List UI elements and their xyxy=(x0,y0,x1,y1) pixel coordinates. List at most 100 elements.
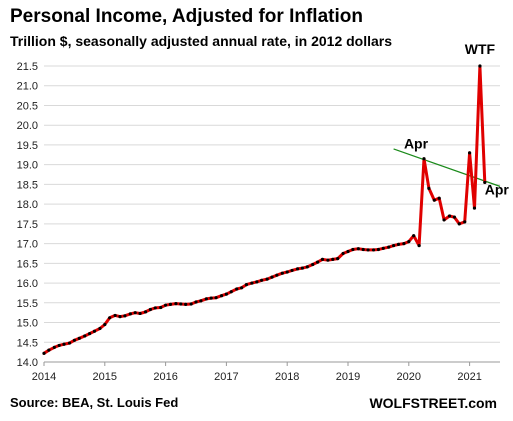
data-point xyxy=(427,186,431,190)
data-point xyxy=(255,280,259,284)
trend-line-group xyxy=(393,148,501,187)
y-tick-label: 15.5 xyxy=(17,298,38,310)
data-point xyxy=(371,248,376,252)
data-point xyxy=(402,242,406,246)
data-point xyxy=(331,257,335,261)
data-point xyxy=(457,222,461,226)
y-tick-label: 17.0 xyxy=(17,239,38,251)
annotation-label: Apr xyxy=(485,181,510,197)
x-tick-label: 2015 xyxy=(93,371,117,383)
data-point xyxy=(62,342,66,346)
data-point xyxy=(113,313,117,318)
y-axis-ticks: 14.0 14.5 15.0 15.5 16.0 16.5 17.0 17.5 18.0 18.5… xyxy=(17,61,38,369)
annotations-group: Apr WTF Apr xyxy=(404,41,509,197)
chart-subtitle: Trillion $, seasonally adjusted annual r… xyxy=(10,33,393,49)
y-tick-label: 20.5 xyxy=(17,100,38,112)
x-tick-label: 2021 xyxy=(457,371,481,383)
y-tick-label: 17.5 xyxy=(17,219,38,231)
data-point xyxy=(244,283,249,287)
data-point xyxy=(320,257,325,261)
data-point xyxy=(219,294,224,298)
data-point xyxy=(295,267,300,271)
data-point xyxy=(133,311,137,315)
data-point xyxy=(57,343,61,348)
data-point xyxy=(214,296,218,300)
data-point xyxy=(118,315,122,319)
series-group xyxy=(42,64,487,355)
data-point xyxy=(123,314,127,318)
data-point xyxy=(346,249,350,254)
data-point xyxy=(52,345,56,349)
data-point xyxy=(356,247,360,251)
data-point xyxy=(351,247,355,252)
data-point xyxy=(204,297,208,301)
data-point xyxy=(280,271,284,275)
data-point xyxy=(387,245,391,249)
data-point xyxy=(164,303,168,307)
y-tick-label: 19.5 xyxy=(17,140,38,152)
data-point xyxy=(265,277,269,281)
data-point xyxy=(300,266,304,270)
data-point xyxy=(275,273,279,277)
x-tick-label: 2014 xyxy=(32,371,56,383)
grid-lines xyxy=(44,65,500,363)
data-point xyxy=(472,206,477,210)
data-point xyxy=(305,265,309,269)
data-point xyxy=(381,246,385,250)
data-point xyxy=(209,296,213,300)
y-tick-label: 18.0 xyxy=(17,199,38,211)
data-point xyxy=(396,242,401,246)
y-tick-label: 14.5 xyxy=(17,337,38,349)
brand-logo-text: WOLFSTREET.com xyxy=(369,395,497,411)
data-point xyxy=(235,287,239,291)
data-point xyxy=(224,292,228,296)
data-point xyxy=(483,180,487,185)
x-tick-label: 2018 xyxy=(275,371,299,383)
data-point xyxy=(47,348,51,352)
y-tick-label: 20.0 xyxy=(17,120,38,132)
data-point xyxy=(468,151,472,155)
data-point xyxy=(432,198,436,202)
data-point xyxy=(447,214,452,218)
data-point xyxy=(138,311,142,316)
data-point xyxy=(229,290,233,294)
data-point xyxy=(392,243,396,248)
annotation-label: WTF xyxy=(465,41,496,57)
data-point xyxy=(92,329,97,333)
data-point xyxy=(72,338,76,342)
x-tick-label: 2016 xyxy=(153,371,177,383)
data-point xyxy=(153,306,157,310)
data-point xyxy=(412,234,416,238)
y-tick-label: 16.5 xyxy=(17,258,38,270)
data-point xyxy=(366,248,370,252)
y-tick-label: 19.0 xyxy=(17,160,38,172)
data-point xyxy=(199,299,203,303)
data-point xyxy=(270,275,274,279)
data-point xyxy=(88,331,92,336)
x-axis-ticks: 2014 2015 2016 2017 2018 2019 2020 2021 xyxy=(32,362,482,383)
data-point xyxy=(478,64,482,68)
source-note: Source: BEA, St. Louis Fed xyxy=(10,395,179,410)
data-point xyxy=(42,351,46,355)
data-point xyxy=(184,302,188,306)
series-line xyxy=(42,64,487,355)
data-point xyxy=(128,312,132,316)
data-point xyxy=(326,258,330,262)
data-point xyxy=(336,256,340,261)
data-point xyxy=(341,251,345,256)
data-point xyxy=(98,326,102,331)
data-point xyxy=(452,215,456,219)
y-tick-label: 15.0 xyxy=(17,318,38,330)
annotation-label: Apr xyxy=(404,136,429,152)
data-point xyxy=(463,220,467,224)
data-point xyxy=(311,262,315,267)
data-point xyxy=(108,316,112,320)
y-tick-label: 21.5 xyxy=(17,61,38,73)
data-point xyxy=(285,270,289,274)
data-point xyxy=(437,196,441,200)
data-point xyxy=(194,300,198,304)
data-point xyxy=(83,334,87,338)
data-point xyxy=(260,278,264,282)
data-point xyxy=(290,268,294,273)
